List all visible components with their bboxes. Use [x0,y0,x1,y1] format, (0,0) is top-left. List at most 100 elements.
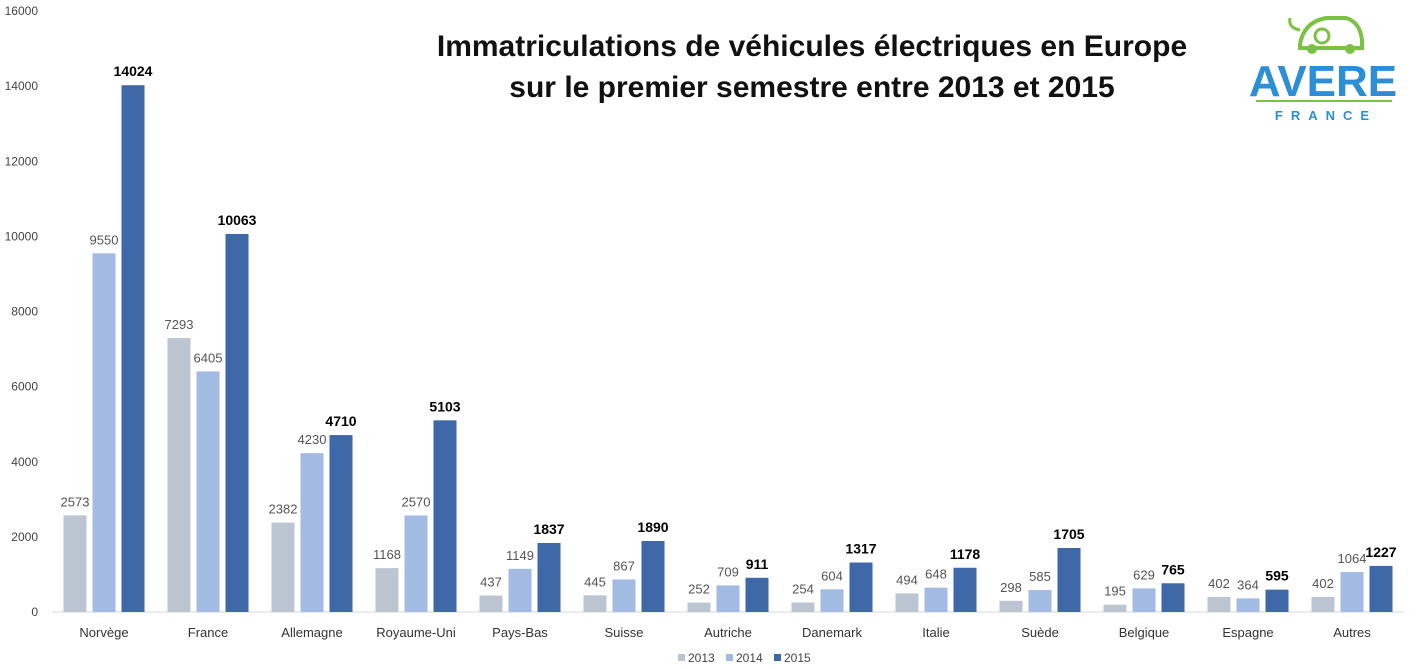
bar [479,595,503,612]
bar [1057,547,1081,612]
data-label: 7293 [165,317,194,332]
bar [1340,572,1364,612]
x-tick-label: Autres [1333,625,1371,640]
data-label: 402 [1312,576,1334,591]
bar [1236,598,1260,612]
data-label: 4710 [325,413,356,429]
plug-cable-icon [1288,17,1301,32]
data-label: 2382 [269,502,298,517]
legend-label: 2015 [784,651,811,665]
x-tick-label: Allemagne [281,625,342,640]
data-label: 2573 [61,494,90,509]
y-tick-label: 2000 [11,530,38,544]
wheel-icon-right [1345,44,1355,54]
data-label: 585 [1029,569,1051,584]
bar [953,567,977,612]
data-label: 765 [1161,561,1185,577]
x-tick-label: Espagne [1222,625,1273,640]
bar [820,589,844,612]
x-tick-label: Norvège [79,625,128,640]
x-tick-label: Suisse [604,625,643,640]
bar [849,562,873,612]
data-label: 437 [480,575,502,590]
data-label: 5103 [429,398,460,414]
data-label: 1890 [637,519,668,535]
data-label: 364 [1237,577,1259,592]
data-label: 9550 [90,232,119,247]
bar [1265,589,1289,612]
bar [167,338,191,612]
chart-title-line-1: Immatriculations de véhicules électrique… [437,30,1187,63]
bar [1161,583,1185,612]
bar [63,515,87,612]
bar [433,420,457,612]
avere-logo: AVERE FRANCE [1249,16,1397,123]
car-icon [1298,16,1364,50]
y-tick-label: 8000 [11,305,38,319]
data-label: 1168 [373,547,401,562]
legend-swatch [678,654,685,661]
data-label: 14024 [114,63,153,79]
y-tick-label: 14000 [5,79,39,93]
bar [641,541,665,612]
logo-brand: AVERE [1249,57,1397,106]
bar [404,515,428,612]
data-label: 1178 [950,546,981,562]
wheel-icon-left [1307,44,1317,54]
bars: 2573 9550 14024 7293 6405 10063 2382 4230 4710 11… [61,63,1397,613]
data-label: 629 [1133,567,1155,582]
data-label: 709 [717,564,739,579]
x-tick-label: Italie [922,625,949,640]
data-label: 6405 [194,350,223,365]
bar [300,453,324,612]
chart-title-line-2: sur le premier semestre entre 2013 et 20… [509,71,1114,104]
legend-swatch [774,654,781,661]
bar [92,253,116,612]
data-label: 402 [1208,576,1230,591]
bar [1369,565,1393,612]
x-tick-label: Royaume-Uni [376,625,456,640]
x-tick-label: Belgique [1119,625,1170,640]
data-label: 10063 [218,212,257,228]
category-labels: Norvège France Allemagne Royaume-Uni Pays-Ba… [79,625,1371,640]
data-label: 2570 [402,494,431,509]
bar [924,587,948,612]
data-label: 252 [688,582,710,597]
bar [329,435,353,612]
bar [537,542,561,612]
data-label: 494 [896,572,918,587]
data-label: 1837 [533,521,564,537]
power-icon [1313,27,1331,45]
data-label: 867 [613,558,635,573]
data-label: 1317 [845,541,876,557]
data-label: 648 [925,567,947,582]
data-label: 595 [1265,568,1289,584]
data-label: 1064 [1338,551,1367,566]
data-label: 1227 [1365,544,1396,560]
data-label: 298 [1000,580,1022,595]
bar [271,522,295,612]
bar [791,602,815,612]
data-label: 4230 [298,432,327,447]
x-tick-label: Pays-Bas [492,625,548,640]
bar [612,579,636,612]
legend-label: 2014 [736,651,763,665]
bar [508,568,532,612]
x-tick-label: France [188,625,228,640]
data-label: 604 [821,568,843,583]
legend: 2013 2014 2015 [678,651,811,665]
y-tick-label: 12000 [5,154,39,168]
bar [225,234,249,613]
bar [1207,596,1231,612]
y-tick-label: 0 [31,605,38,619]
bar [375,568,399,612]
bar [1132,588,1156,612]
bar [999,600,1023,612]
y-tick-label: 16000 [5,4,39,18]
logo-country: FRANCE [1275,108,1377,123]
y-tick-label: 4000 [11,455,38,469]
bar [895,593,919,612]
bar [1311,596,1335,612]
bar [583,595,607,612]
legend-swatch [726,654,733,661]
